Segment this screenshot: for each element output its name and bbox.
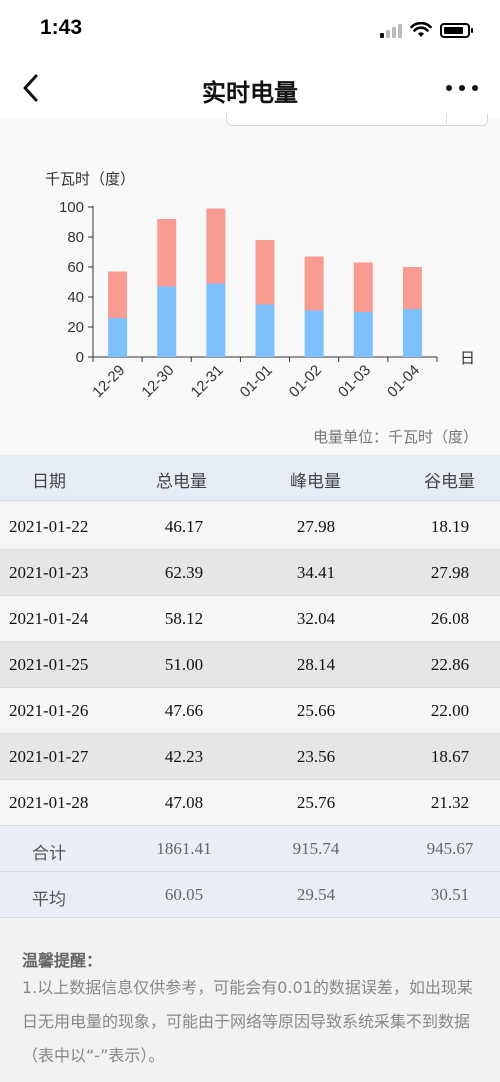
- unit-note: 电量单位：千瓦时（度）: [312, 428, 478, 446]
- cell-valley: 26.08: [430, 609, 470, 628]
- more-button[interactable]: [446, 76, 478, 100]
- battery-icon: [440, 23, 473, 38]
- cell-date: 2021-01-25: [9, 655, 89, 674]
- x-tick-label: 01-01: [237, 362, 276, 401]
- cell-date: 2021-01-22: [9, 517, 89, 536]
- cell-peak: 25.76: [296, 793, 336, 812]
- bar-segment-lower: [304, 310, 324, 357]
- bar-segment-upper: [353, 262, 373, 312]
- cell-peak: 23.56: [296, 747, 336, 766]
- cell-peak: 28.14: [296, 655, 336, 674]
- table-body: 2021-01-22 46.17 27.98 18.19 2021-01-23 …: [0, 504, 500, 918]
- table-row: 2021-01-24 58.12 32.04 26.08: [0, 596, 500, 642]
- cell-date: 2021-01-26: [9, 701, 89, 720]
- sum-valley: 945.67: [426, 839, 474, 858]
- tips-title: 温馨提醒：: [22, 951, 103, 970]
- date-selector[interactable]: [226, 114, 488, 126]
- status-bar: 1:43: [0, 0, 500, 60]
- bar-segment-lower: [402, 309, 422, 357]
- header-valley: 谷电量: [424, 472, 475, 492]
- page-title: 实时电量: [202, 79, 298, 107]
- chart-panel: 千瓦时（度） 0 20 40 60 80 100 12-29 12-30 12-31 01-01 01…: [0, 114, 500, 455]
- cell-valley: 22.00: [430, 701, 470, 720]
- cell-valley: 27.98: [430, 563, 470, 582]
- y-tick-label: 20: [67, 319, 84, 336]
- cell-peak: 34.41: [296, 563, 336, 582]
- x-tick-label: 01-03: [335, 362, 374, 401]
- status-time: 1:43: [40, 16, 83, 39]
- x-tick-label: 12-30: [138, 362, 177, 401]
- back-button[interactable]: [16, 70, 52, 106]
- status-icons: [380, 22, 473, 38]
- x-tick-label: 01-04: [384, 362, 423, 401]
- header-date: 日期: [32, 472, 66, 492]
- daily-energy-chart: 千瓦时（度） 0 20 40 60 80 100 12-29 12-30 12-31 01-01 01…: [45, 170, 475, 401]
- cell-peak: 32.04: [296, 609, 336, 628]
- nav-bar: 实时电量: [0, 60, 500, 118]
- cell-total: 47.08: [164, 793, 204, 812]
- table-row: 2021-01-23 62.39 34.41 27.98: [0, 550, 500, 596]
- table-header: 日期 总电量 峰电量 谷电量: [0, 455, 500, 501]
- cell-valley: 21.32: [430, 793, 470, 812]
- y-tick-label: 0: [76, 349, 84, 366]
- table-row: 2021-01-25 51.00 28.14 22.86: [0, 642, 500, 688]
- wifi-icon: [410, 22, 432, 37]
- bar-segment-lower: [206, 283, 226, 357]
- avg-valley: 30.51: [430, 885, 470, 904]
- bar-segment-lower: [157, 286, 177, 357]
- bar-segment-upper: [206, 208, 226, 284]
- sum-total: 1861.41: [156, 839, 212, 858]
- cell-peak: 27.98: [296, 517, 336, 536]
- y-tick-label: 80: [67, 229, 84, 246]
- x-axis-title: 日: [460, 349, 475, 367]
- cell-total: 46.17: [164, 517, 204, 536]
- y-tick-label: 100: [59, 199, 84, 216]
- sum-label: 合计: [32, 844, 66, 864]
- y-axis-title: 千瓦时（度）: [45, 170, 135, 188]
- bar-segment-upper: [157, 219, 177, 287]
- table-row: 2021-01-27 42.23 23.56 18.67: [0, 734, 500, 780]
- header-total: 总电量: [156, 472, 207, 492]
- x-tick-label: 01-02: [286, 362, 325, 401]
- sum-row: 合计 1861.41 915.74 945.67: [0, 826, 500, 872]
- avg-total: 60.05: [164, 885, 204, 904]
- bar-segment-upper: [255, 240, 275, 305]
- cell-total: 51.00: [164, 655, 204, 674]
- tips-body: 1.以上数据信息仅供参考，可能会有0.01的数据误差，如出现某日无用电量的现象，…: [22, 978, 473, 1065]
- cell-date: 2021-01-27: [9, 747, 89, 766]
- bar-segment-lower: [108, 318, 128, 357]
- avg-label: 平均: [32, 890, 66, 910]
- table-row: 2021-01-22 46.17 27.98 18.19: [0, 504, 500, 550]
- avg-peak: 29.54: [296, 885, 336, 904]
- cell-valley: 18.19: [430, 517, 470, 536]
- x-tick-label: 12-29: [89, 362, 128, 401]
- cell-valley: 22.86: [430, 655, 470, 674]
- bar-segment-lower: [255, 304, 275, 357]
- avg-row: 平均 60.05 29.54 30.51: [0, 872, 500, 918]
- bar-segment-lower: [353, 312, 373, 357]
- more-dots-icon: [446, 85, 452, 91]
- cell-total: 42.23: [164, 747, 204, 766]
- signal-icon: [380, 24, 402, 38]
- y-tick-label: 40: [67, 289, 84, 306]
- cell-date: 2021-01-23: [9, 563, 89, 582]
- cell-date: 2021-01-28: [9, 793, 89, 812]
- cell-peak: 25.66: [296, 701, 336, 720]
- header-peak: 峰电量: [290, 472, 341, 492]
- x-tick-label: 12-31: [188, 362, 227, 401]
- bar-segment-upper: [304, 256, 324, 311]
- table-row: 2021-01-28 47.08 25.76 21.32: [0, 780, 500, 826]
- sum-peak: 915.74: [292, 839, 340, 858]
- cell-valley: 18.67: [430, 747, 470, 766]
- tips-section: 温馨提醒： 1.以上数据信息仅供参考，可能会有0.01的数据误差，如出现某日无用…: [0, 925, 500, 1082]
- cell-total: 47.66: [164, 701, 204, 720]
- bar-segment-upper: [108, 271, 128, 318]
- table-row: 2021-01-26 47.66 25.66 22.00: [0, 688, 500, 734]
- bar-segment-upper: [402, 267, 422, 309]
- cell-date: 2021-01-24: [9, 609, 89, 628]
- y-tick-label: 60: [67, 259, 84, 276]
- cell-total: 62.39: [164, 563, 204, 582]
- cell-total: 58.12: [164, 609, 204, 628]
- chevron-left-icon: [23, 74, 38, 102]
